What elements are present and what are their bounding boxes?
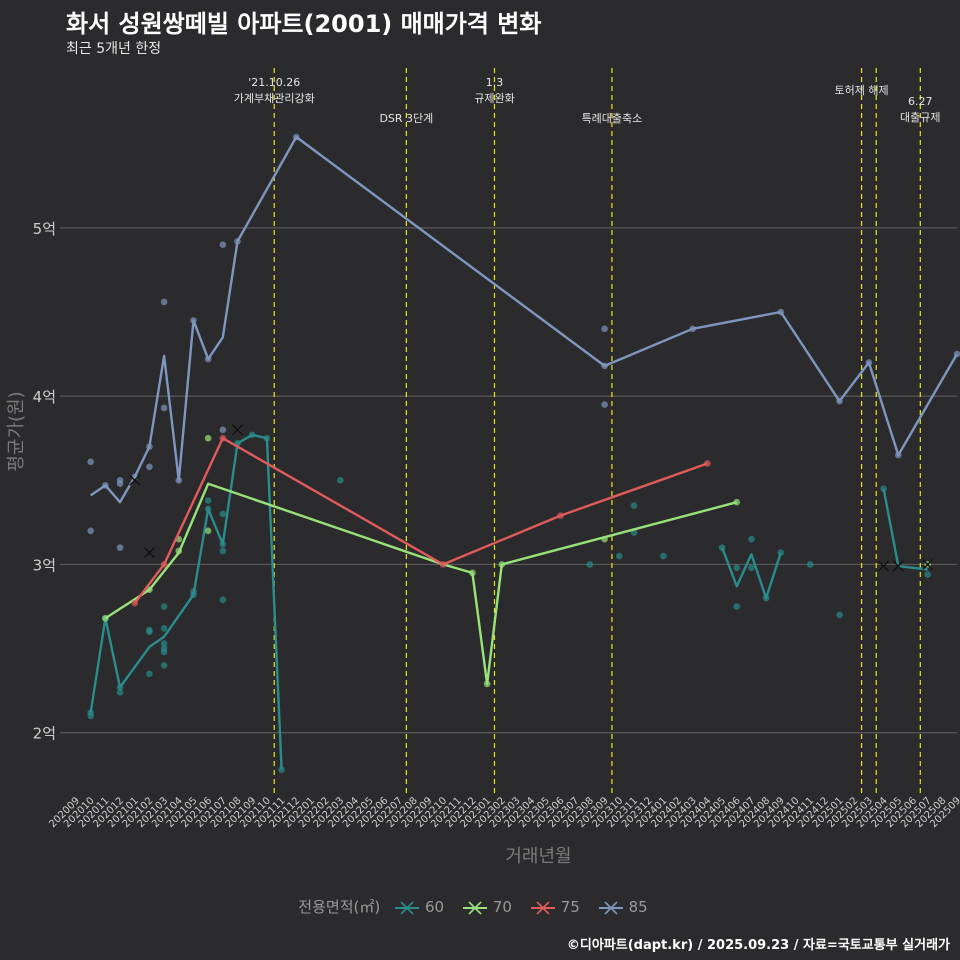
event-label-3: 특례대출축소: [582, 112, 643, 125]
data-point-85: [87, 527, 94, 535]
data-point-60: [160, 662, 168, 669]
event-label-2: 1.3 규제완화: [474, 76, 514, 105]
x-marker-70: [143, 547, 155, 559]
source-caption: ©디아파트(dapt.kr) / 2025.09.23 / 자료=국토교통부 실…: [566, 938, 950, 953]
data-point-60: [806, 561, 814, 568]
data-point-60: [160, 640, 168, 647]
data-point-85: [219, 241, 227, 249]
data-point-60: [160, 645, 168, 652]
legend-item-75: 75: [530, 898, 580, 916]
legend-key-85-icon: [598, 900, 623, 915]
data-point-60: [586, 561, 594, 568]
data-point-70: [204, 527, 212, 535]
data-point-60: [337, 477, 344, 484]
series-line-85: [90, 135, 959, 504]
x-marker-85: [878, 560, 890, 572]
data-point-60: [748, 564, 755, 572]
legend-item-60: 60: [394, 898, 445, 916]
series-line-60: [89, 433, 928, 770]
data-point-60: [615, 552, 623, 560]
legend-item-70: 70: [462, 898, 512, 916]
legend: 전용면적(㎡) 60 70 75 85: [0, 896, 960, 917]
legend-key-70-icon: [462, 900, 487, 915]
y-tick-label: 4억: [33, 388, 56, 406]
data-point-85: [219, 426, 227, 434]
data-point-85: [601, 325, 608, 333]
data-point-60: [660, 552, 667, 560]
event-label-6: 6.27 대출규제: [900, 95, 940, 124]
data-point-85: [160, 298, 168, 306]
data-point-85: [116, 477, 124, 484]
legend-label-75: 75: [560, 898, 580, 916]
legend-label-60: 60: [424, 898, 445, 916]
data-point-70: [204, 434, 212, 442]
data-point-60: [116, 689, 124, 696]
series-line-75: [133, 437, 708, 604]
legend-item-85: 85: [598, 898, 648, 916]
series-line-70: [104, 482, 738, 686]
chart-subtitle: 최근 5개년 한정: [66, 41, 162, 57]
x-axis-label: 거래년월: [505, 846, 571, 867]
data-point-60: [146, 670, 153, 678]
data-point-60: [204, 497, 212, 504]
legend-key-75-icon: [530, 900, 555, 915]
x-marker-85: [129, 474, 141, 486]
event-label-1: DSR 3단계: [379, 112, 433, 125]
data-point-60: [160, 603, 168, 610]
data-point-85: [116, 544, 124, 551]
legend-title: 전용면적(㎡): [298, 898, 381, 916]
y-tick-label: 2억: [33, 725, 56, 743]
chart-title: 화서 성원쌍떼빌 아파트(2001) 매매가격 변화: [66, 10, 542, 38]
data-point-60: [630, 502, 638, 509]
legend-label-85: 85: [628, 898, 648, 916]
x-marker-60: [232, 424, 244, 436]
legend-label-70: 70: [492, 898, 512, 916]
data-point-60: [924, 571, 931, 578]
data-point-60: [733, 603, 741, 610]
data-point-60: [748, 535, 755, 543]
data-point-60: [219, 596, 227, 604]
data-point-60: [219, 547, 227, 555]
data-point-60: [146, 626, 153, 634]
y-tick-label: 5억: [33, 220, 56, 238]
data-point-60: [160, 625, 168, 632]
data-point-85: [87, 458, 94, 466]
data-point-60: [733, 564, 741, 572]
x-marker-60: [892, 560, 904, 572]
data-point-85: [160, 404, 168, 412]
x-marker-70: [922, 558, 934, 570]
data-point-60: [219, 510, 227, 518]
y-tick-label: 3억: [33, 556, 56, 574]
y-axis-label: 평균가(원): [6, 391, 27, 471]
legend-key-60-icon: [394, 900, 419, 915]
data-point-60: [87, 709, 94, 716]
event-label-0: '21.10.26 가계부채관리강화: [234, 76, 315, 105]
event-label-4: 토허제 해제: [835, 83, 889, 97]
data-point-60: [836, 611, 843, 619]
data-point-85: [146, 463, 153, 471]
data-point-85: [601, 401, 608, 408]
